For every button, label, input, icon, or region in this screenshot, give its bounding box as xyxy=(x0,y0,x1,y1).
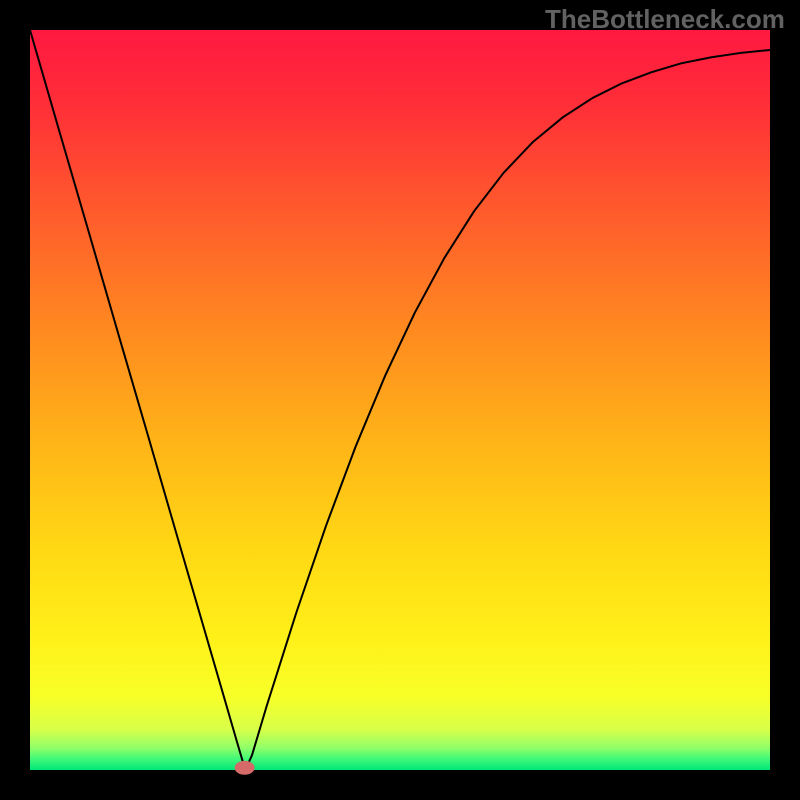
optimal-point-marker xyxy=(235,761,255,775)
plot-area xyxy=(30,30,770,770)
bottleneck-chart xyxy=(0,0,800,800)
watermark-text: TheBottleneck.com xyxy=(545,4,785,35)
